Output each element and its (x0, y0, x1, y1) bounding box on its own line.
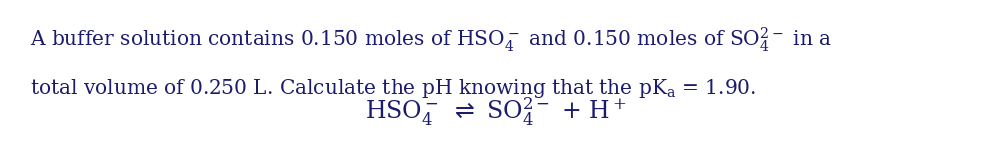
Text: $\mathregular{HSO_4^-}$ $\rightleftharpoons$ $\mathregular{SO_4^{2-}}$ + $\mathr: $\mathregular{HSO_4^-}$ $\rightleftharpo… (365, 96, 627, 128)
Text: A buffer solution contains 0.150 moles of $\mathregular{HSO_4^-}$ and 0.150 mole: A buffer solution contains 0.150 moles o… (30, 26, 831, 54)
Text: total volume of 0.250 L. Calculate the pH knowing that the pK$_{\mathregular{a}}: total volume of 0.250 L. Calculate the p… (30, 77, 756, 100)
